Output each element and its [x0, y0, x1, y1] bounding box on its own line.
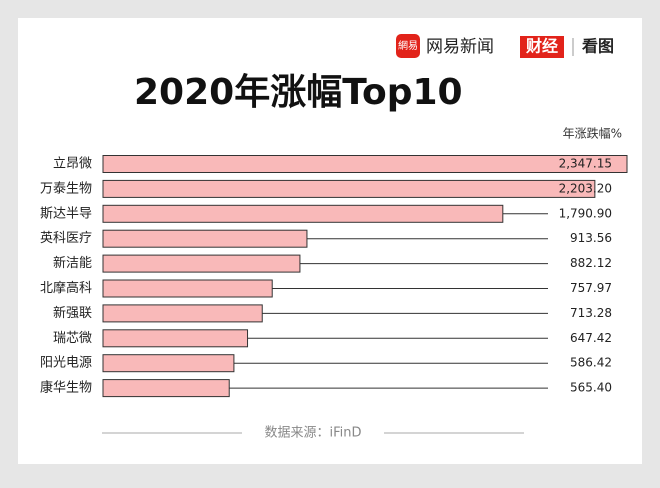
brand: 网易新闻 [426, 37, 494, 57]
bar [102, 179, 596, 198]
bar [102, 279, 273, 298]
value-label: 647.42 [570, 331, 612, 345]
category-label: 北摩高科 [40, 280, 92, 296]
value-label: 565.40 [570, 381, 612, 395]
category-label: 立昂微 [53, 157, 92, 172]
value-label: 1,790.90 [559, 206, 612, 220]
category-label: 康华生物 [40, 380, 92, 396]
bar [102, 379, 230, 398]
category-label: 瑞芯微 [53, 331, 92, 346]
category-label: 阳光电源 [40, 356, 92, 371]
bar [102, 304, 263, 323]
value-label: 882.12 [570, 256, 612, 270]
value-label: 586.42 [570, 356, 612, 370]
bar [102, 204, 504, 223]
value-label: 713.28 [570, 306, 612, 320]
category-label: 新强联 [53, 305, 92, 321]
value-label: 913.56 [570, 231, 612, 245]
logo-mark: 網易 [398, 39, 418, 52]
bar [102, 155, 628, 173]
section-box [520, 36, 564, 58]
value-label: 2,347.15 [559, 157, 612, 171]
value-label: 757.97 [570, 281, 612, 295]
category-label: 新洁能 [53, 255, 92, 271]
bar [102, 229, 308, 248]
source: 数据来源：iFinD [264, 426, 361, 441]
section: 财经 [525, 37, 558, 56]
chart-title: 2020年涨幅Top10 [134, 72, 463, 113]
value-label-title: 年涨跌幅% [563, 126, 622, 141]
bar [102, 329, 249, 348]
bar [102, 354, 235, 373]
bar [102, 254, 301, 273]
category-label: 斯达半导 [40, 206, 92, 221]
logo-icon [396, 34, 420, 58]
column: 看图 [581, 37, 614, 56]
category-label: 英科医疗 [40, 231, 92, 246]
category-label: 万泰生物 [40, 181, 92, 196]
value-label: 2,203.20 [559, 181, 612, 195]
